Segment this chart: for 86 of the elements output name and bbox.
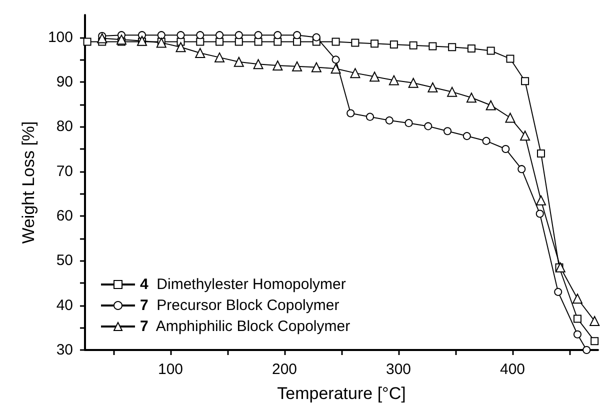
point — [346, 109, 355, 118]
y-axis-title: Weight Loss [%] — [19, 121, 38, 244]
point — [486, 46, 495, 55]
point — [466, 92, 476, 103]
point — [176, 31, 185, 40]
point — [253, 59, 264, 70]
point — [448, 43, 456, 52]
point — [293, 31, 302, 40]
point — [351, 38, 360, 47]
point — [350, 68, 360, 78]
point — [254, 38, 262, 46]
point — [428, 82, 438, 92]
point — [462, 132, 471, 140]
point — [444, 127, 452, 136]
point — [409, 41, 418, 50]
point — [447, 86, 458, 97]
point — [370, 40, 379, 48]
point — [518, 165, 526, 174]
point — [332, 38, 340, 46]
point — [582, 346, 591, 354]
x-tick-label: 300 — [386, 361, 412, 378]
legend-label: 7 Precursor Block Copolymer — [140, 297, 340, 314]
point — [590, 316, 600, 326]
point — [97, 33, 108, 44]
point — [274, 38, 282, 46]
point — [216, 31, 224, 40]
point — [311, 62, 322, 72]
y-tick-label: 60 — [56, 208, 73, 224]
point — [486, 100, 496, 110]
y-tick-label: 80 — [56, 118, 73, 136]
y-tick-label: 50 — [56, 252, 73, 270]
point — [482, 136, 490, 145]
point — [467, 44, 476, 52]
point — [572, 294, 582, 304]
legend-label: 7 Amphiphilic Block Copolymer — [140, 318, 350, 335]
y-tick-label: 90 — [56, 74, 73, 90]
point — [521, 77, 530, 86]
point — [312, 33, 320, 42]
point — [573, 314, 582, 323]
point — [388, 75, 399, 86]
point — [537, 149, 545, 158]
x-axis-title: Temperature [°C] — [277, 384, 406, 403]
point — [428, 42, 437, 50]
point — [234, 56, 244, 67]
point — [272, 60, 283, 70]
point — [116, 34, 126, 45]
point — [157, 31, 166, 40]
y-tick-label: 30 — [56, 342, 73, 358]
point — [196, 31, 204, 40]
point — [214, 52, 225, 62]
point — [573, 330, 582, 338]
point — [216, 38, 224, 46]
legend-label: 4 Dimethylester Homopolymer — [140, 276, 346, 293]
point — [274, 31, 282, 40]
point — [502, 145, 510, 153]
y-tick-label: 70 — [56, 162, 73, 180]
x-tick-label: 400 — [500, 361, 526, 378]
point — [590, 337, 599, 346]
point — [385, 116, 394, 124]
point — [330, 64, 341, 74]
point — [520, 130, 530, 141]
point — [404, 119, 413, 128]
point — [196, 38, 204, 46]
y-tick-label: 40 — [56, 296, 73, 314]
x-tick-label: 100 — [158, 361, 184, 378]
point — [390, 40, 398, 48]
point — [293, 38, 302, 46]
x-tick-label: 200 — [272, 361, 298, 378]
point — [83, 38, 92, 46]
point — [195, 48, 206, 58]
point — [254, 31, 262, 40]
point — [554, 288, 562, 296]
point — [370, 72, 380, 82]
point — [292, 61, 302, 72]
y-tick-label: 100 — [48, 28, 73, 46]
point — [366, 112, 374, 121]
point — [536, 210, 544, 218]
point — [176, 42, 186, 52]
point — [506, 54, 514, 63]
point — [234, 38, 243, 46]
point — [234, 31, 243, 40]
point — [505, 112, 516, 123]
point — [536, 195, 546, 206]
point — [408, 78, 418, 88]
point — [332, 56, 340, 64]
point — [424, 122, 432, 130]
